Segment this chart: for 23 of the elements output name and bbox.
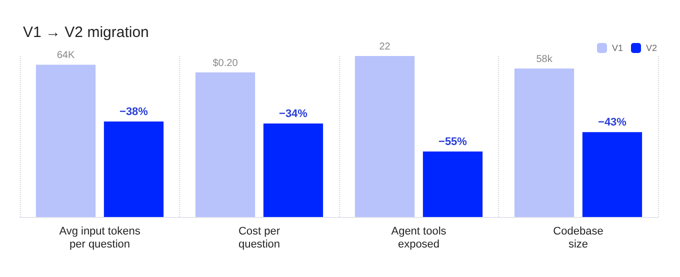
bar — [195, 72, 256, 217]
bar — [104, 122, 164, 217]
bar — [422, 151, 483, 217]
annotation: −55% — [438, 136, 468, 148]
x-tick-label: Agent tools exposed — [391, 226, 447, 250]
bar — [514, 68, 574, 217]
annotation: −38% — [120, 106, 148, 118]
annotation: 58k — [536, 54, 554, 66]
legend-label: V1 — [612, 43, 623, 53]
bar — [36, 64, 96, 217]
bar — [354, 56, 415, 217]
bar — [263, 123, 324, 217]
x-tick-label: Codebase size — [553, 226, 604, 250]
annotation: −43% — [598, 116, 627, 129]
legend-label: V2 — [646, 43, 658, 53]
annotation: −34% — [279, 108, 308, 120]
bar — [582, 132, 642, 217]
x-tick-label: Cost per question — [238, 226, 280, 250]
annotation: 22 — [379, 42, 391, 52]
chart-title: V1 → V2 migration — [23, 24, 149, 41]
annotation: 64K — [56, 50, 75, 62]
annotation: $0.20 — [212, 58, 238, 69]
x-tick-label: Avg input tokens per question — [59, 226, 141, 250]
